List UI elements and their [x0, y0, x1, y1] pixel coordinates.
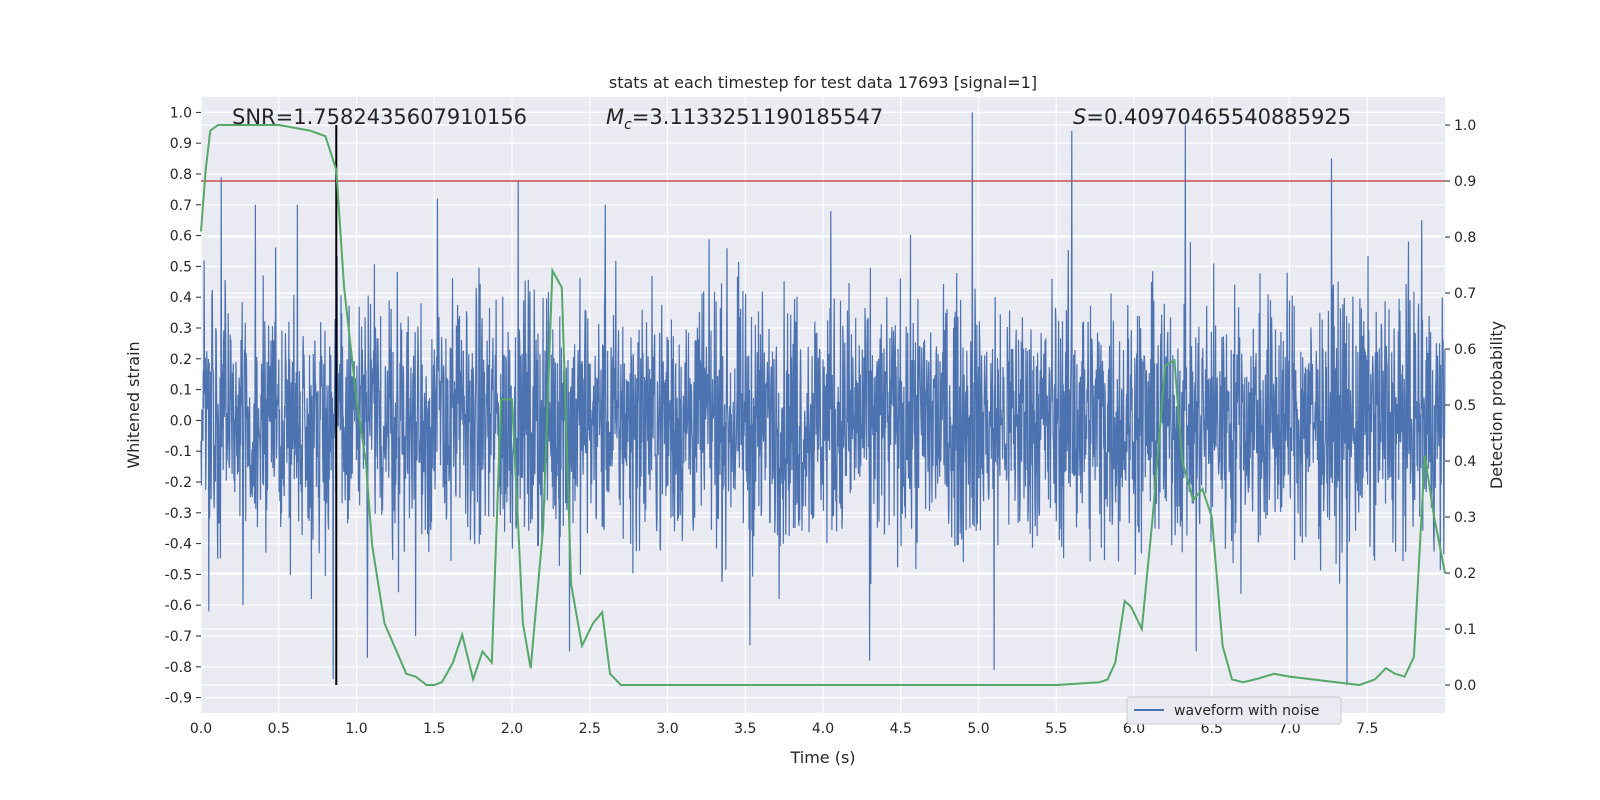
- y2-tick-label: 0.7: [1454, 286, 1476, 302]
- y-tick-label: -0.7: [165, 629, 192, 645]
- y-tick-label: -0.2: [165, 475, 192, 491]
- x-tick-label: 7.5: [1356, 721, 1378, 737]
- x-tick-label: 6.0: [1123, 721, 1145, 737]
- y2-tick-label: 0.3: [1454, 510, 1476, 526]
- y-tick-label: 0.1: [170, 383, 192, 399]
- y-tick-label: 0.6: [170, 229, 192, 245]
- legend-box: [1126, 696, 1342, 725]
- x-axis-ticks: 0.0 0.5 1.0 1.5 2.0 2.5 3.0 3.5 4.0 4.5 5.0 5.5 6.0 6…: [190, 721, 1379, 737]
- mc-symbol: M: [606, 105, 624, 129]
- y-tick-label: -0.5: [165, 567, 192, 583]
- s-symbol: S: [1073, 105, 1086, 129]
- x-tick-label: 3.0: [656, 721, 678, 737]
- series-waveform-with-noise: [200, 112, 1446, 686]
- y2-tick-label: 0.1: [1454, 622, 1476, 638]
- y-tick-label: 0.5: [170, 259, 192, 275]
- x-tick-label: 3.5: [734, 721, 756, 737]
- x-tick-label: 2.5: [579, 721, 601, 737]
- y2-tick-label: 0.0: [1454, 678, 1476, 694]
- y-tick-label: -0.6: [165, 598, 192, 614]
- x-tick-label: 1.5: [423, 721, 445, 737]
- s-value: =0.40970465540885925: [1086, 105, 1351, 129]
- y2-tick-label: 0.5: [1454, 398, 1476, 414]
- mc-subscript: c: [624, 117, 632, 133]
- x-tick-label: 4.5: [890, 721, 912, 737]
- y2-tick-label: 0.2: [1454, 566, 1476, 582]
- y2-axis-label: Detection probability: [1487, 321, 1506, 489]
- x-tick-label: 4.0: [812, 721, 834, 737]
- chart-title: stats at each timestep for test data 176…: [609, 73, 1037, 92]
- y-axis-label: Whitened strain: [124, 341, 143, 468]
- legend-label: waveform with noise: [1174, 703, 1319, 719]
- x-tick-label: 6.5: [1201, 721, 1223, 737]
- y-tick-label: 0.9: [170, 136, 192, 152]
- s-annotation: S=0.40970465540885925: [1073, 105, 1351, 129]
- snr-annotation: SNR=1.7582435607910156: [232, 105, 527, 129]
- x-tick-label: 0.0: [190, 721, 212, 737]
- y-tick-label: 0.7: [170, 198, 192, 214]
- y-tick-label: -0.4: [165, 537, 192, 553]
- x-tick-label: 0.5: [268, 721, 290, 737]
- y2-axis-ticks: 1.0 0.9 0.8 0.7 0.6 0.5 0.4 0.3 0.2 0.1 0.0: [1445, 118, 1476, 694]
- y-tick-label: 0.4: [170, 290, 192, 306]
- y-tick-label: -0.9: [165, 691, 192, 707]
- y-tick-label: -0.8: [165, 660, 192, 676]
- y-tick-label: 0.8: [170, 167, 192, 183]
- series-detection-probability: [200, 124, 1446, 687]
- x-tick-label: 5.0: [967, 721, 989, 737]
- y-tick-label: -0.3: [165, 506, 192, 522]
- x-tick-label: 1.0: [345, 721, 367, 737]
- y-tick-label: 0.2: [170, 352, 192, 368]
- y-tick-label: 0.3: [170, 321, 192, 337]
- y2-tick-label: 0.4: [1454, 454, 1476, 470]
- y2-tick-label: 0.8: [1454, 230, 1476, 246]
- x-tick-label: 7.0: [1278, 721, 1300, 737]
- x-tick-label: 2.0: [501, 721, 523, 737]
- y-tick-label: -0.1: [165, 444, 192, 460]
- x-tick-label: 5.5: [1045, 721, 1067, 737]
- y2-tick-label: 1.0: [1454, 118, 1476, 134]
- y-tick-label: 0.0: [170, 413, 192, 429]
- mc-value: =3.1133251190185547: [632, 105, 883, 129]
- y-axis-ticks: 1.0 0.9 0.8 0.7 0.6 0.5 0.4 0.3 0.2 0.1 0.0 -0.1 -0.…: [165, 105, 201, 707]
- mc-annotation: Mc=3.1133251190185547: [606, 105, 883, 133]
- legend: waveform with noise: [1126, 696, 1342, 725]
- y-tick-label: 1.0: [170, 105, 192, 121]
- x-axis-label: Time (s): [789, 748, 855, 767]
- y2-tick-label: 0.9: [1454, 174, 1476, 190]
- y2-tick-label: 0.6: [1454, 342, 1476, 358]
- waveform-line: [200, 112, 1446, 686]
